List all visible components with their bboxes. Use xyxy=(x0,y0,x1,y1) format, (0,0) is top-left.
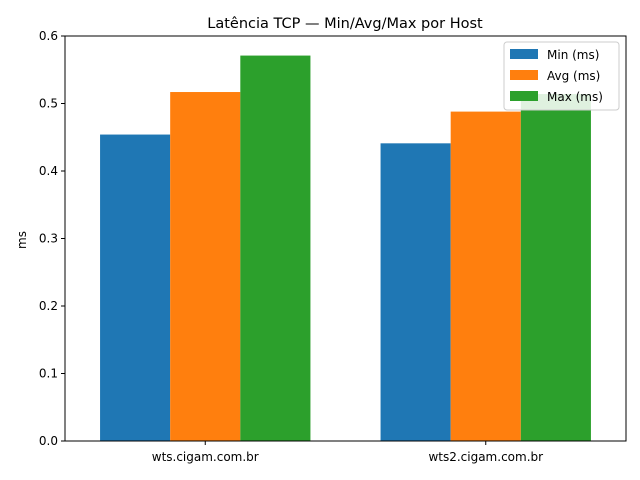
legend: Min (ms) Avg (ms) Max (ms) xyxy=(503,41,620,111)
y-axis-label: ms xyxy=(15,231,29,249)
bar-max-1 xyxy=(240,55,311,441)
y-tick-label: 0.0 xyxy=(39,434,58,448)
legend-swatch xyxy=(510,91,538,101)
legend-label: Avg (ms) xyxy=(547,69,600,83)
bar-max-2 xyxy=(520,94,591,442)
bar-groups xyxy=(100,55,591,442)
bar-min-2 xyxy=(380,143,451,441)
y-tick-label: 0.3 xyxy=(39,232,58,246)
legend-swatch xyxy=(510,49,538,59)
y-tick-label: 0.5 xyxy=(39,97,58,111)
chart-title: Latência TCP — Min/Avg/Max por Host xyxy=(207,16,483,32)
x-tick-label: wts2.cigam.com.br xyxy=(428,450,543,464)
legend-label: Min (ms) xyxy=(547,48,599,62)
legend-label: Max (ms) xyxy=(547,90,603,104)
bar-min-1 xyxy=(100,134,171,442)
y-tick-label: 0.1 xyxy=(39,367,58,381)
y-tick-label: 0.2 xyxy=(39,299,58,313)
y-tick-label: 0.4 xyxy=(39,164,58,178)
y-tick-label: 0.6 xyxy=(39,29,58,43)
y-axis-ticks: 0.0 0.1 0.2 0.3 0.4 0.5 0.6 xyxy=(39,29,65,448)
bar-avg-2 xyxy=(450,111,521,441)
legend-swatch xyxy=(510,70,538,80)
x-tick-label: wts.cigam.com.br xyxy=(152,450,259,464)
x-axis-ticks: wts.cigam.com.br wts2.cigam.com.br xyxy=(152,441,543,464)
plot-frame xyxy=(64,35,627,442)
bar-avg-1 xyxy=(170,92,241,442)
